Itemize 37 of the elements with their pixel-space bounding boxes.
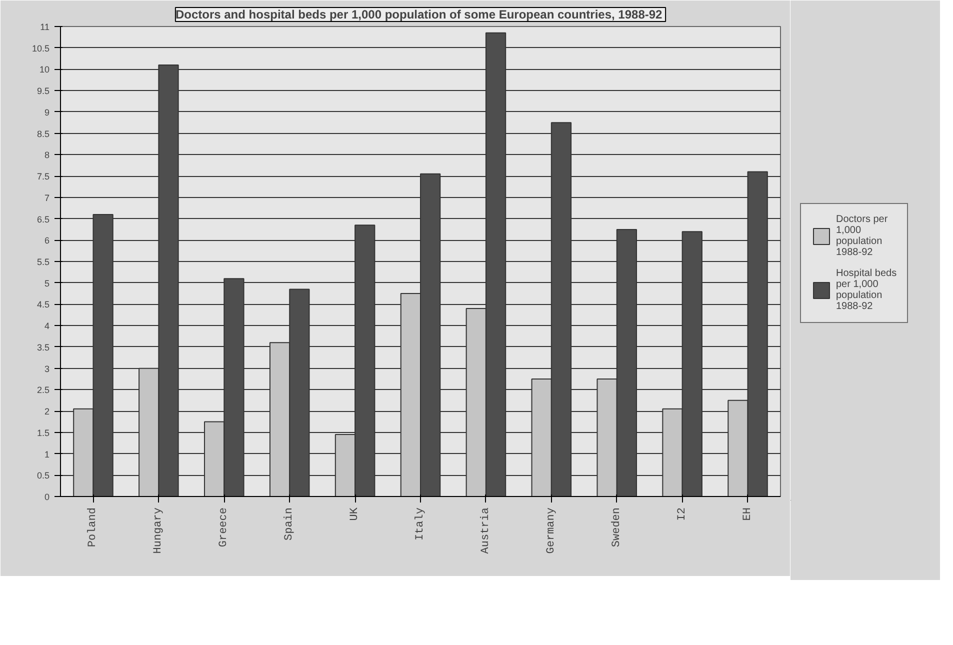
y-tick-label: 5.5	[36, 257, 50, 267]
chart-title: Doctors and hospital beds per 1,000 population of some European countries, 1988-92	[175, 8, 663, 22]
x-tick-label: Poland	[87, 507, 100, 548]
y-tick-label: 7.5	[36, 172, 50, 182]
x-tick-label: EH	[742, 508, 754, 521]
y-tick-label: 5	[44, 278, 50, 288]
y-tick-label: 6.5	[36, 214, 50, 224]
legend-label: Hospital beds per 1,000 population 1988-92	[836, 268, 897, 312]
x-tick-label: I2	[676, 508, 688, 521]
x-tick-label: Hungary	[152, 507, 165, 554]
y-tick-label: 2	[44, 406, 50, 417]
y-tick-label: 10	[39, 64, 50, 75]
y-tick-label: 10.5	[32, 43, 50, 54]
y-tick-label: 3	[44, 364, 50, 374]
y-tick-label: 4.5	[36, 300, 50, 310]
y-tick-label: 11	[40, 22, 50, 32]
x-tick-label: Italy	[414, 507, 426, 541]
y-tick-label: 9.5	[36, 86, 50, 96]
x-tick-label: Austria	[480, 507, 492, 554]
x-tick-label: Greece	[218, 507, 230, 548]
y-tick-label: 8	[44, 150, 50, 160]
legend-label: Doctors per 1,000 population 1988-92	[836, 214, 888, 258]
y-tick-label: 0	[44, 492, 50, 502]
x-tick-label: Sweden	[610, 507, 623, 548]
y-tick-label: 8.5	[36, 128, 50, 139]
y-tick-label: 6	[44, 236, 50, 246]
y-tick-label: 7	[44, 192, 50, 203]
y-tick-label: 4	[44, 321, 50, 332]
x-tick-label: Spain	[284, 507, 296, 541]
y-tick-label: 3.5	[36, 342, 50, 352]
y-tick-label: 1	[44, 449, 50, 460]
x-tick-label: Germany	[545, 507, 558, 554]
y-tick-label: 9	[44, 107, 50, 118]
x-tick-label: UK	[349, 507, 362, 521]
y-tick-label: 1.5	[36, 428, 50, 438]
y-tick-label: 0.5	[36, 470, 50, 481]
y-tick-label: 2.5	[36, 385, 50, 396]
